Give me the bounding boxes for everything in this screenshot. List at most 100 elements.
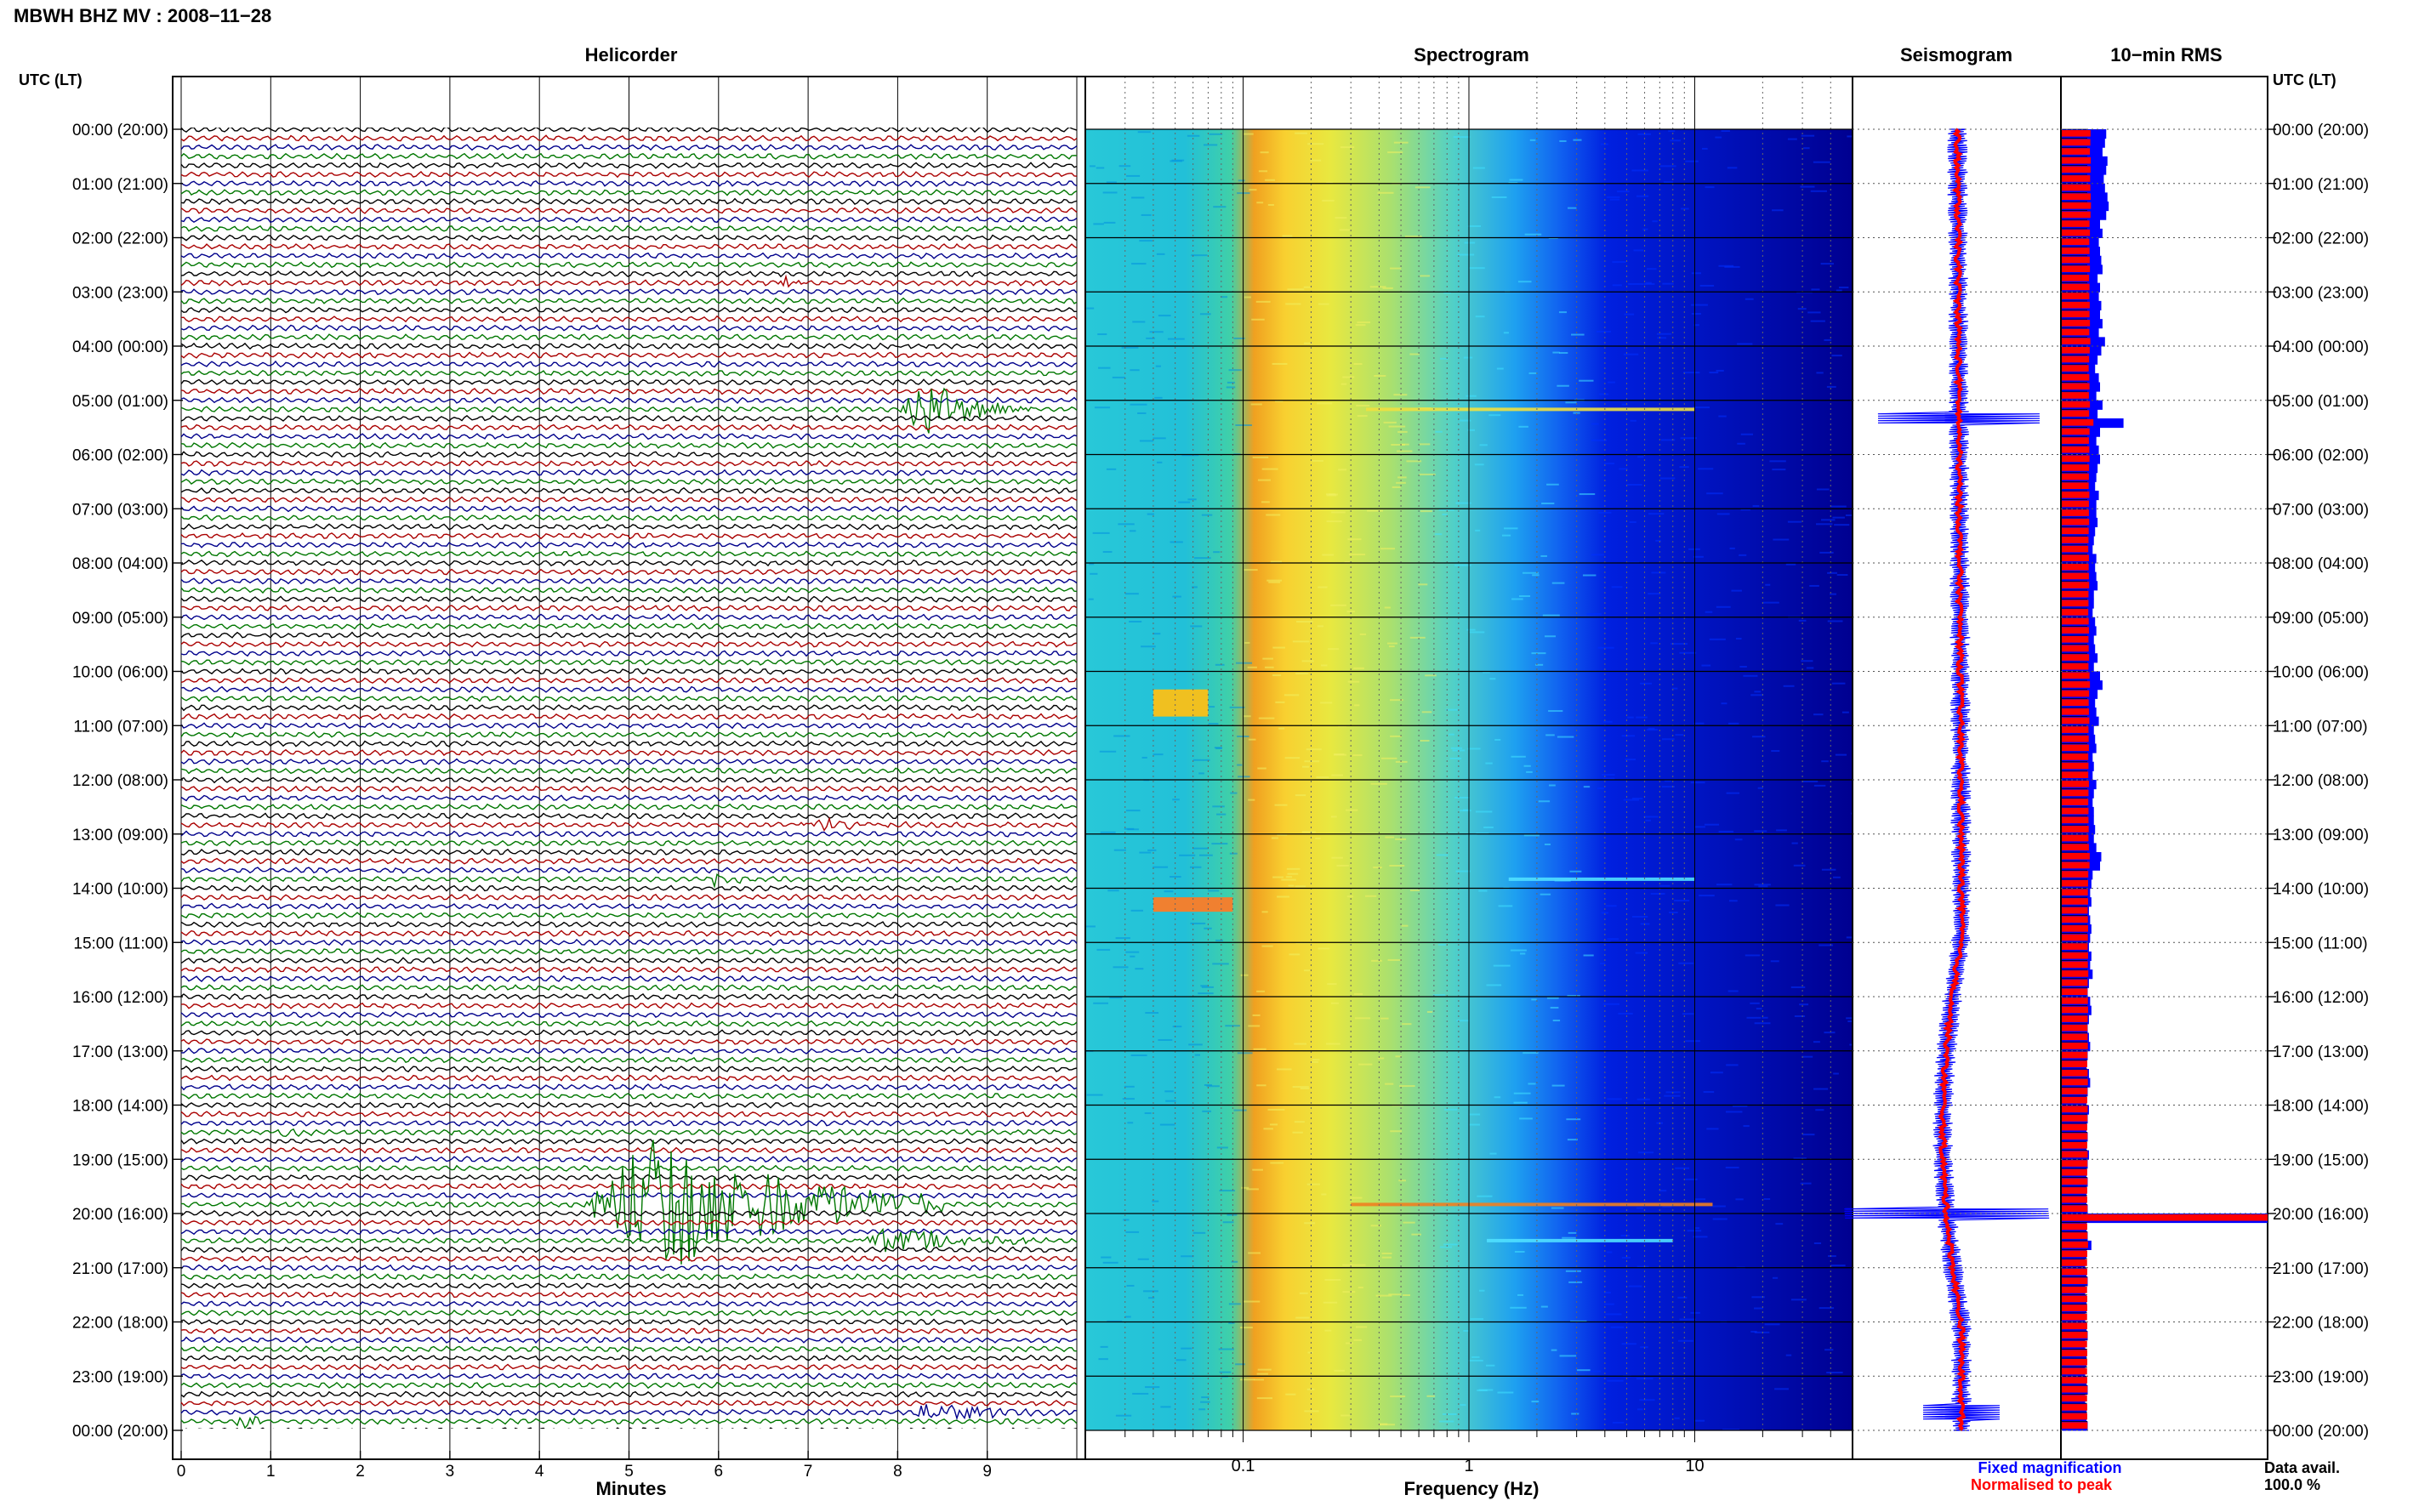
spectrogram-speckle	[1469, 1113, 1481, 1116]
helicorder-trace	[180, 1390, 1078, 1398]
rms-red-bar	[2062, 1413, 2087, 1420]
rms-red-bar	[2062, 527, 2089, 535]
spectrogram-speckle	[1693, 826, 1705, 828]
spectrogram-speckle	[1146, 337, 1155, 339]
spectrogram-speckle	[1127, 1122, 1134, 1124]
spectrogram-speckle	[1158, 1038, 1173, 1041]
spectrogram-speckle	[1806, 667, 1814, 669]
spectrogram-texture	[1085, 130, 1869, 1431]
rms-red-bar	[2062, 681, 2091, 688]
spectrogram-speckle	[1418, 583, 1428, 586]
helicorder-trace	[180, 703, 1078, 712]
spectrogram-speckle	[1590, 1370, 1601, 1373]
spectrogram-speckle	[1153, 866, 1169, 868]
spectrogram-speckle	[1576, 1369, 1591, 1372]
helicorder-tick-label: 2	[356, 1463, 365, 1481]
spectrogram-speckle	[1704, 823, 1720, 826]
spectrogram-speckle	[1662, 1205, 1672, 1208]
spectrogram-speckle	[1219, 1190, 1235, 1192]
spectrogram-speckle	[1597, 646, 1614, 649]
rms-red-bar	[2062, 744, 2089, 752]
spectrogram-speckle	[1726, 1064, 1739, 1066]
spectrogram-speckle	[1661, 439, 1676, 441]
spectrogram-tick-label: 1	[1464, 1457, 1473, 1475]
spectrogram-speckle	[1596, 330, 1611, 333]
spectrogram-speckle	[1605, 1313, 1622, 1316]
spectrogram-speckle	[1546, 997, 1559, 999]
spectrogram-patch	[1153, 689, 1209, 717]
spectrogram-speckle	[1425, 674, 1437, 677]
spectrogram-speckle	[1261, 501, 1270, 503]
helicorder-trace	[180, 234, 1078, 242]
spectrogram-speckle	[1816, 372, 1824, 374]
spectrogram-speckle	[1599, 393, 1609, 395]
spectrogram-speckle	[1257, 1368, 1272, 1371]
spectrogram-speckle	[1439, 357, 1449, 360]
spectrogram-speckle	[1284, 757, 1301, 759]
data-availability-label: Data avail.	[2264, 1459, 2340, 1476]
helicorder-trace	[180, 1246, 1078, 1253]
spectrogram-speckle	[1299, 1292, 1308, 1294]
helicorder-trace	[180, 1002, 1078, 1009]
helicorder-trace	[180, 504, 1078, 513]
spectrogram-speckle	[1100, 831, 1116, 833]
hour-label-left: 07:00 (03:00)	[72, 501, 168, 519]
rms-red-bar	[2062, 365, 2089, 372]
spectrogram-speckle	[1557, 736, 1574, 738]
spectrogram-speckle	[1381, 1252, 1392, 1254]
spectrogram-speckle	[1573, 139, 1582, 141]
rms-red-bar	[2062, 988, 2088, 995]
spectrogram-speckle	[1551, 1207, 1564, 1209]
spectrogram-speckle	[1382, 287, 1393, 289]
spectrogram-speckle	[1680, 437, 1697, 440]
spectrogram-speckle	[1683, 372, 1700, 374]
helicorder-tick-label: 3	[446, 1463, 455, 1481]
spectrogram-speckle	[1774, 1388, 1789, 1390]
spectrogram-speckle	[1785, 563, 1796, 566]
rms-red-bar	[2062, 907, 2088, 914]
spectrogram-speckle	[1699, 284, 1715, 287]
spectrogram-speckle	[1334, 753, 1347, 756]
spectrogram-speckle	[1600, 963, 1606, 965]
spectrogram-speckle	[1147, 849, 1157, 851]
spectrogram-speckle	[1115, 937, 1130, 940]
rms-red-bar	[2062, 600, 2089, 607]
spectrogram-speckle	[1367, 509, 1383, 512]
spectrogram-speckle	[1800, 1182, 1812, 1185]
spectrogram-speckle	[1831, 682, 1846, 685]
rms-red-bar	[2062, 1287, 2087, 1293]
spectrogram-speckle	[1125, 1231, 1140, 1233]
spectrogram-speckle	[1712, 1218, 1727, 1220]
spectrogram-speckle	[1375, 1294, 1392, 1297]
spectrogram-speckle	[1531, 998, 1537, 1001]
rms-red-bar	[2062, 1006, 2088, 1014]
spectrogram-speckle	[1794, 1015, 1806, 1018]
hour-label-right: 15:00 (11:00)	[2273, 935, 2368, 952]
rms-red-bar	[2062, 347, 2090, 354]
spectrogram-speckle	[1551, 1349, 1557, 1351]
spectrogram-speckle	[1769, 460, 1786, 463]
spectrogram-speckle	[1655, 539, 1661, 542]
spectrogram-speckle	[1251, 318, 1265, 321]
spectrogram-speckle	[1252, 1168, 1264, 1171]
spectrogram-speckle	[1292, 640, 1310, 643]
rms-red-bar	[2062, 799, 2089, 805]
spectrogram-speckle	[1390, 1395, 1406, 1398]
helicorder-trace	[180, 605, 1078, 612]
spectrogram-speckle	[1758, 885, 1768, 888]
spectrogram-speckle	[1403, 1294, 1410, 1297]
spectrogram-speckle	[1703, 1091, 1715, 1094]
spectrogram-speckle	[1682, 1013, 1694, 1015]
spectrogram-speckle	[1191, 586, 1198, 588]
spectrogram-speckle	[1776, 829, 1787, 832]
spectrogram-speckle	[1093, 1002, 1108, 1004]
spectrogram-speckle	[1740, 509, 1750, 511]
spectrogram-speckle	[1154, 396, 1163, 399]
spectrogram-speckle	[1671, 643, 1688, 645]
spectrogram-speckle	[1354, 704, 1360, 707]
spectrogram-speckle	[1261, 911, 1268, 913]
spectrogram-speckle	[1201, 1396, 1210, 1399]
hour-label-right: 09:00 (05:00)	[2273, 610, 2369, 628]
helicorder-trace	[180, 1182, 1078, 1191]
spectrogram-speckle	[1190, 922, 1206, 924]
